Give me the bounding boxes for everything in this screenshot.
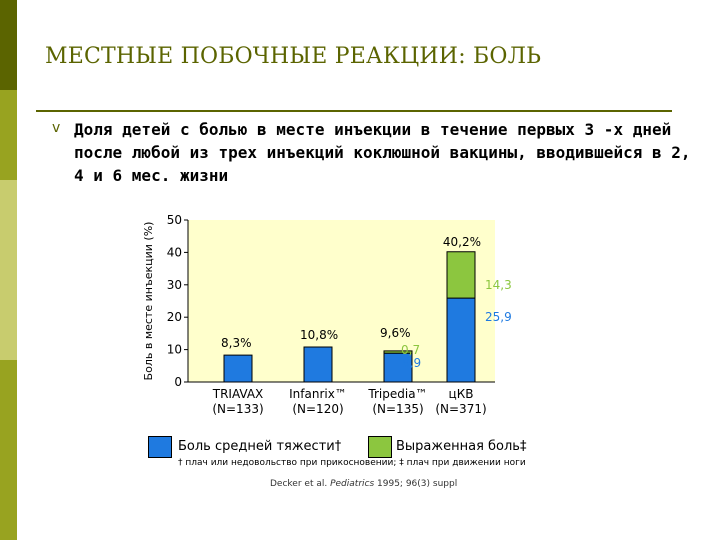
slide-subtitle: Доля детей с болью в месте инъекции в те… <box>74 120 691 185</box>
bar-moderate <box>223 354 253 383</box>
y-axis-label: Боль в месте инъекции (%) <box>142 222 155 381</box>
y-tick-label: 30 <box>167 278 182 292</box>
sidebar-decoration <box>0 0 17 540</box>
bar-chart: 0 10 20 30 40 50 Боль в месте инъекции (%) TRIA… <box>142 213 512 416</box>
data-label-moderate: 25,9 <box>485 310 512 324</box>
x-tick-sublabel: (N=135) <box>372 402 423 416</box>
source-journal: Pediatrics <box>330 479 375 489</box>
legend-label-severe: Выраженная боль‡ <box>396 439 527 454</box>
x-tick-sublabel: (N=120) <box>292 402 343 416</box>
data-label-total: 40,2% <box>443 235 481 249</box>
bar-severe <box>383 350 413 354</box>
data-label-severe: 0,7 <box>401 343 420 357</box>
source-author: Decker et al. <box>270 479 328 489</box>
y-tick-label: 0 <box>174 375 182 389</box>
data-label-severe: 14,3 <box>485 278 512 292</box>
legend-swatch-moderate <box>148 436 172 458</box>
y-tick-label: 40 <box>167 245 182 259</box>
legend-label-moderate: Боль средней тяжести† <box>178 439 342 454</box>
footnote: † плач или недовольство при прикосновени… <box>178 458 526 468</box>
page-title: МЕСТНЫЕ ПОБОЧНЫЕ РЕАКЦИИ: БОЛЬ <box>45 44 542 69</box>
data-label-total: 10,8% <box>300 328 338 342</box>
source-ref: 1995; 96(3) suppl <box>377 479 458 489</box>
data-label-total: 9,6% <box>380 326 411 340</box>
y-tick-label: 10 <box>167 343 182 357</box>
bar-severe <box>446 251 476 299</box>
bar-moderate <box>446 297 476 383</box>
bar-moderate <box>303 346 333 383</box>
sidebar-band <box>0 90 17 180</box>
sidebar-band <box>0 180 17 360</box>
legend-swatch-severe <box>368 436 392 458</box>
y-tick-label: 20 <box>167 310 182 324</box>
data-label-total: 8,3% <box>221 336 252 350</box>
bar-moderate <box>383 352 413 383</box>
sidebar-band <box>0 0 17 90</box>
x-tick-sublabel: (N=371) <box>435 402 486 416</box>
bullet-icon: v <box>52 120 61 136</box>
data-label-moderate: 8,9 <box>402 356 421 370</box>
x-tick-label: TRIAVAX <box>212 387 264 401</box>
x-tick-sublabel: (N=133) <box>212 402 263 416</box>
source-citation: Decker et al. Pediatrics 1995; 96(3) sup… <box>270 479 457 489</box>
y-tick-label: 50 <box>167 213 182 227</box>
x-tick-label: Tripedia™ <box>367 387 427 401</box>
x-tick-label: цКВ <box>449 387 474 401</box>
x-tick-label: Infanrix™ <box>289 387 347 401</box>
sidebar-band <box>0 360 17 540</box>
title-divider <box>36 110 672 112</box>
